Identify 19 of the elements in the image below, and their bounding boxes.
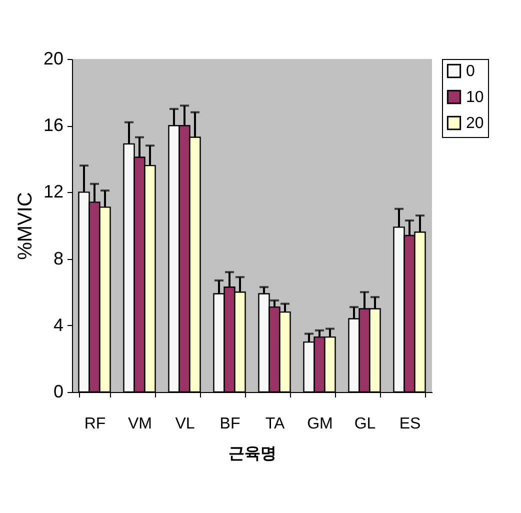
y-tick-label: 12 [43,182,64,202]
x-tick-label: ES [399,416,421,432]
legend-label: 20 [466,115,484,132]
y-tick-label: 20 [43,48,64,68]
x-tick-label: TA [265,416,285,432]
y-axis-title: %MVIC [14,192,36,260]
y-tick-label: 4 [53,314,64,335]
legend-label: 0 [466,63,475,80]
y-tick-label: 16 [43,115,64,136]
x-tick-label: GL [354,416,376,432]
x-axis-title: 근육명 [228,446,276,462]
y-tick-label: 0 [53,382,64,402]
x-tick-label: GM [307,416,333,432]
x-tick-label: RF [84,416,106,432]
x-tick-label: VM [128,416,152,432]
x-tick-label: BF [220,416,240,432]
y-tick-label: 8 [53,248,64,268]
legend-label: 10 [466,89,484,106]
x-tick-label: VL [175,416,195,432]
